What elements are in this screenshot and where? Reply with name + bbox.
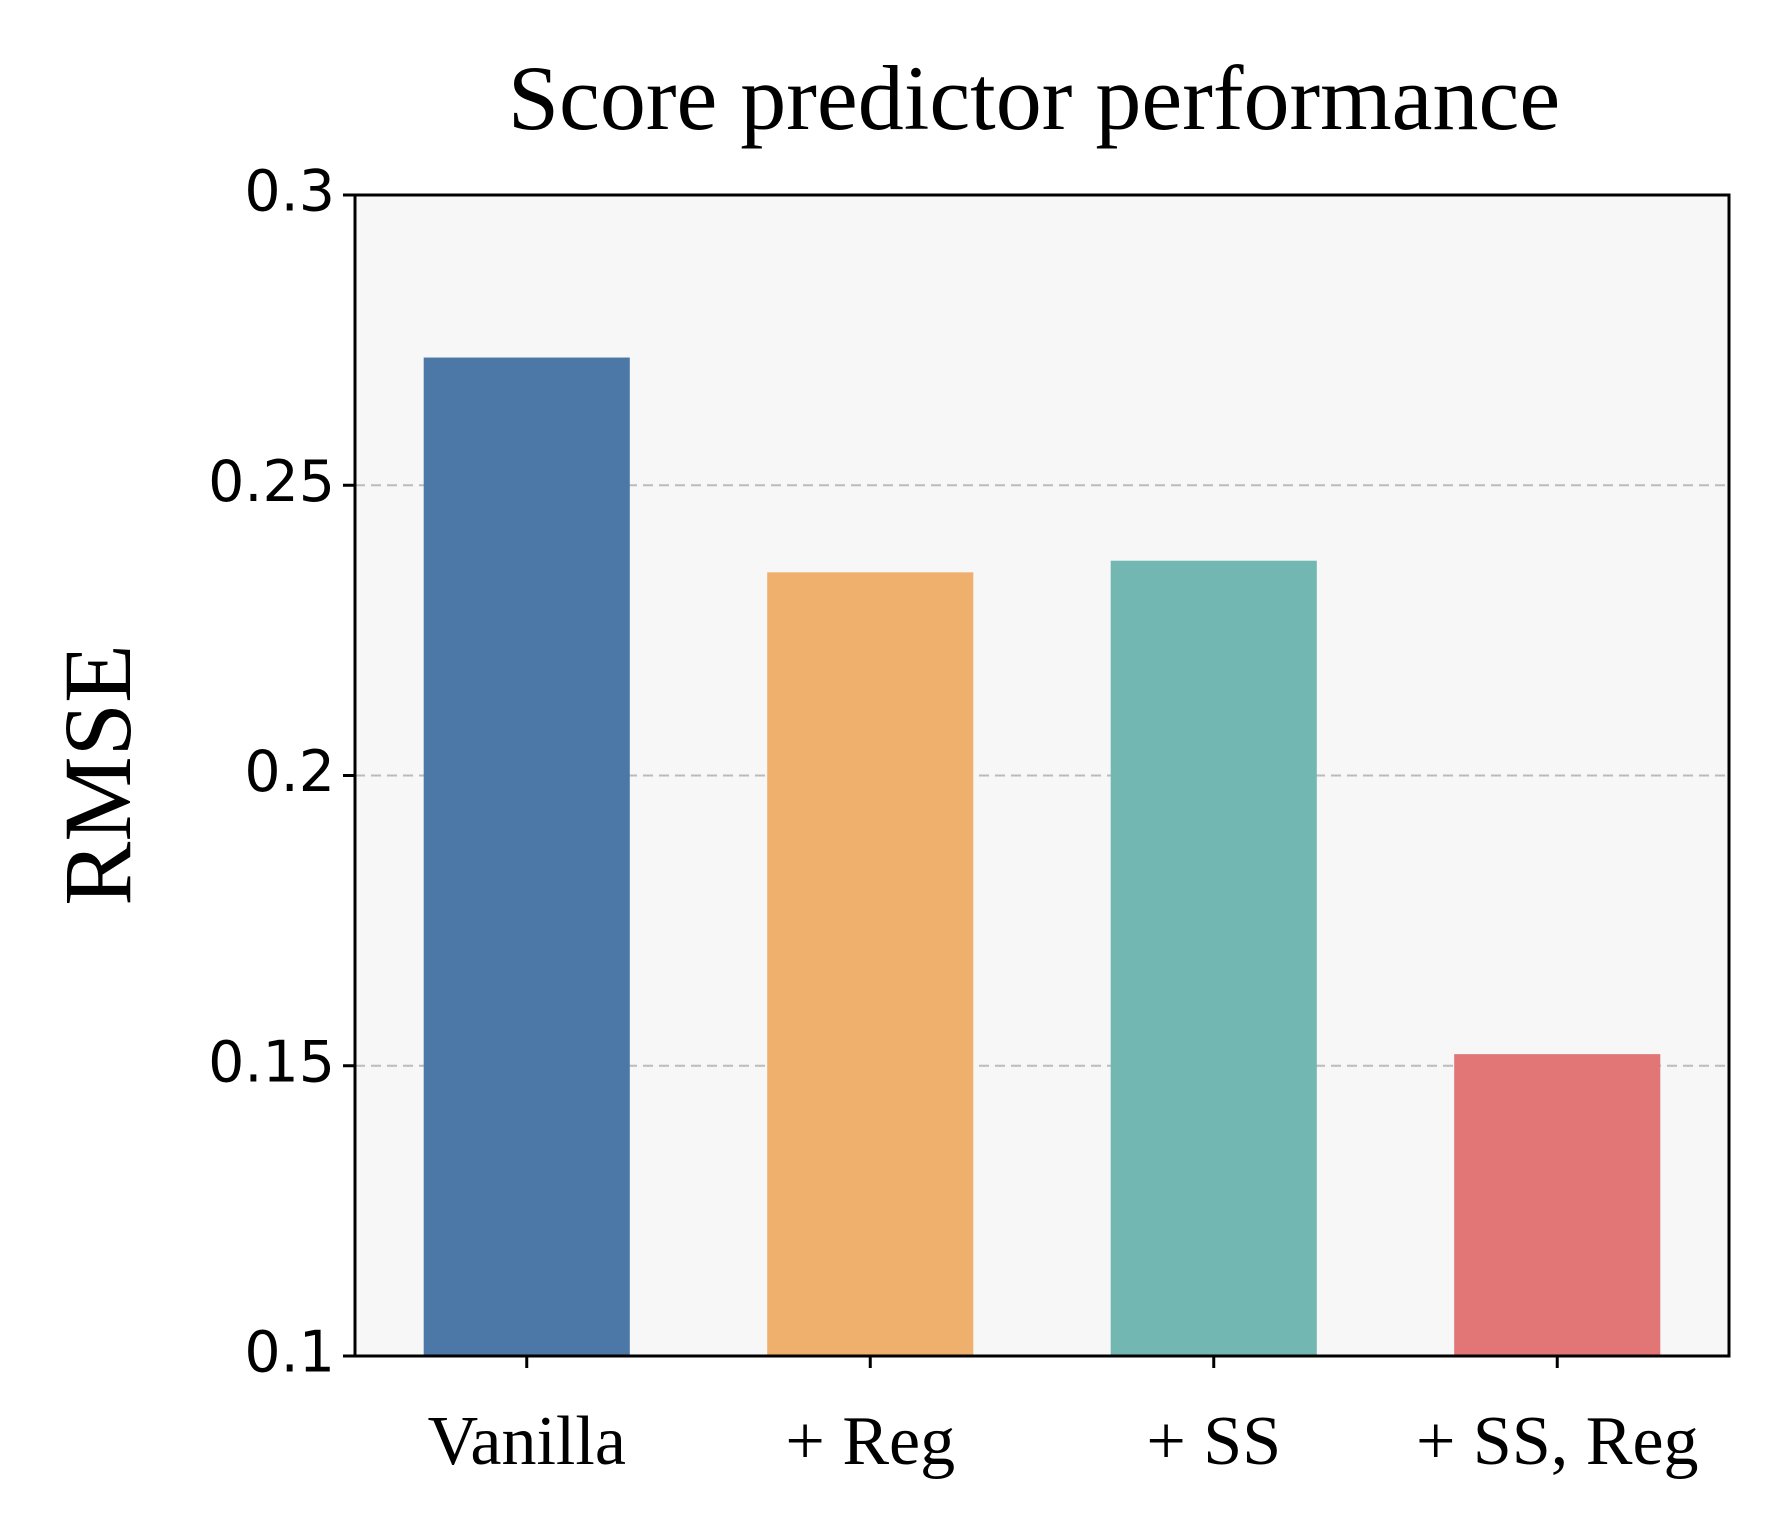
bar bbox=[423, 357, 630, 1356]
y-tick-label: 0.2 bbox=[244, 739, 335, 805]
y-tick-label: 0.15 bbox=[208, 1029, 335, 1095]
x-tick-label: + SS bbox=[1146, 1403, 1281, 1480]
x-tick-label: + SS, Reg bbox=[1416, 1403, 1699, 1480]
plot-frame bbox=[353, 193, 1731, 1358]
y-tick-label: 0.1 bbox=[244, 1320, 335, 1386]
x-tick-label: + Reg bbox=[785, 1403, 955, 1480]
plot: 0.1 0.15 0.2 0.25 0.3 Vanilla + Reg + SS + SS, R… bbox=[208, 159, 1729, 1480]
bar bbox=[1110, 560, 1317, 1356]
chart-title: Score predictor performance bbox=[508, 47, 1560, 149]
y-tick-label: 0.3 bbox=[244, 159, 335, 225]
x-tick-label: Vanilla bbox=[428, 1403, 626, 1480]
bar bbox=[767, 572, 974, 1356]
y-tick-label: 0.25 bbox=[208, 449, 335, 515]
y-axis-label: RMSE bbox=[44, 644, 151, 905]
bar bbox=[1454, 1054, 1661, 1356]
